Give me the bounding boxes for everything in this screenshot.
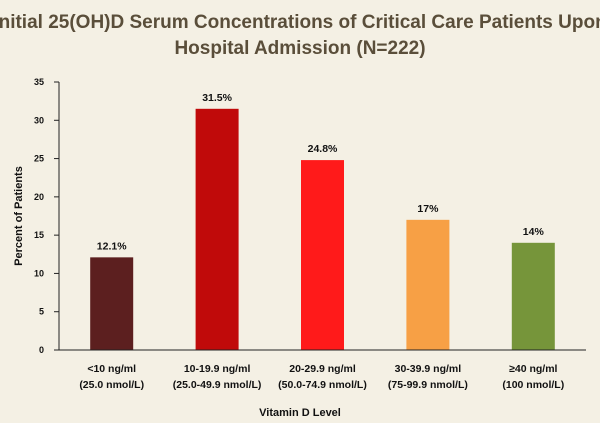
category-label-line1: <10 ng/ml (87, 363, 136, 375)
chart-title-line-1: Initial 25(OH)D Serum Concentrations of … (0, 12, 600, 33)
bars (90, 108, 555, 350)
bar (90, 257, 134, 350)
category-label-line2: (25.0-49.9 nmol/L) (173, 379, 262, 391)
y-tick-label: 5 (39, 307, 44, 317)
x-axis-category-labels: <10 ng/ml (25.0 nmol/L) 10-19.9 ng/ml (25.0… (79, 363, 564, 391)
y-tick-label: 0 (39, 345, 44, 355)
y-tick-label: 20 (34, 192, 44, 202)
y-tick-label: 25 (34, 154, 44, 164)
category-label-line1: 10-19.9 ng/ml (184, 363, 251, 375)
category-label-line2: (25.0 nmol/L) (79, 379, 144, 391)
category-label-line1: 30-39.9 ng/ml (395, 363, 462, 375)
category-label-line2: (50.0-74.9 nmol/L) (278, 379, 367, 391)
data-labels: 12.1% 31.5% 24.8% 17% 14% (97, 92, 545, 253)
y-tick-label: 15 (34, 230, 44, 240)
bar-value-label: 31.5% (202, 92, 232, 104)
y-tick-label: 10 (34, 268, 44, 278)
y-tick-label: 30 (34, 115, 44, 125)
bar-value-label: 17% (417, 203, 439, 215)
x-axis-title: Vitamin D Level (259, 407, 341, 419)
category-label-line2: (100 nmol/L) (502, 379, 564, 391)
bar (511, 242, 555, 350)
bar (301, 160, 344, 350)
bar-value-label: 14% (523, 226, 545, 238)
y-tick-label: 35 (34, 77, 44, 87)
bar (195, 108, 239, 350)
category-label-line1: ≥40 ng/ml (509, 363, 557, 375)
chart-title-line-2: Hospital Admission (N=222) (174, 38, 425, 59)
bar (406, 219, 450, 350)
category-label-line1: 20-29.9 ng/ml (289, 363, 356, 375)
y-axis-title: Percent of Patients (13, 166, 25, 266)
y-axis-ticks: 0 5 10 15 20 25 30 35 (34, 77, 59, 355)
bar-value-label: 12.1% (97, 240, 127, 252)
category-label-line2: (75-99.9 nmol/L) (388, 379, 468, 391)
bar-value-label: 24.8% (308, 143, 338, 155)
